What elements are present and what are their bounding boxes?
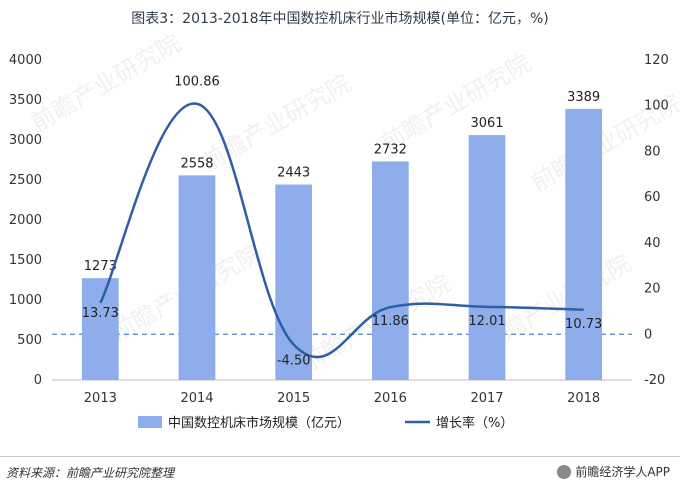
left-tick-label: 4000 <box>9 53 42 68</box>
line-value-label: -4.50 <box>277 354 311 369</box>
x-tick-label: 2013 <box>84 391 117 406</box>
right-tick-label: 100 <box>644 99 669 114</box>
x-tick-label: 2014 <box>180 391 213 406</box>
right-tick-label: 20 <box>644 282 661 297</box>
left-tick-label: 1500 <box>9 253 42 268</box>
bar <box>371 161 409 380</box>
chart: 前瞻产业研究院前瞻产业研究院前瞻产业研究院前瞻产业研究院前瞻产业研究院前瞻产业研… <box>9 29 680 431</box>
chart-title: 图表3：2013-2018年中国数控机床行业市场规模(单位：亿元，%) <box>131 11 549 27</box>
brand-logo-icon <box>557 464 572 479</box>
legend-swatch-bar <box>138 416 162 428</box>
line-labels: 13.73 100.86 -4.50 11.86 12.01 10.73 <box>82 75 603 369</box>
right-tick-label: 120 <box>644 53 669 68</box>
bars <box>81 108 603 380</box>
left-axis-ticks: 0 500 1000 1500 2000 2500 3000 3500 4000 <box>9 53 42 388</box>
x-tick-label: 2015 <box>277 391 310 406</box>
bar <box>275 184 313 380</box>
bar-value-label: 3061 <box>470 116 503 131</box>
line-value-label: 10.73 <box>565 317 602 332</box>
bar <box>468 135 506 380</box>
bar-value-label: 1273 <box>84 259 117 274</box>
line-value-label: 100.86 <box>174 75 220 90</box>
x-axis-ticks: 2013 2014 2015 2016 2017 2018 <box>84 391 600 406</box>
bar <box>81 278 119 380</box>
watermark-text: 前瞻产业研究院 <box>26 29 185 137</box>
left-tick-label: 500 <box>17 333 42 348</box>
right-tick-label: 60 <box>644 190 661 205</box>
watermark-text: 前瞻产业研究院 <box>196 69 355 177</box>
brand-label: 前瞻经济学人APP <box>575 465 670 479</box>
line-value-label: 12.01 <box>468 314 505 329</box>
left-tick-label: 1000 <box>9 293 42 308</box>
bar-value-label: 3389 <box>567 90 600 105</box>
legend: 中国数控机床市场规模（亿元） 增长率（%） <box>138 415 513 431</box>
x-tick-label: 2017 <box>470 391 503 406</box>
right-tick-label: -20 <box>644 373 665 388</box>
x-tick-label: 2018 <box>567 391 600 406</box>
bar <box>178 175 216 380</box>
right-tick-label: 0 <box>644 327 652 342</box>
right-tick-label: 40 <box>644 236 661 251</box>
left-tick-label: 0 <box>34 373 42 388</box>
brand: 前瞻经济学人APP <box>557 463 670 480</box>
bar-value-label: 2443 <box>277 166 310 181</box>
line-value-label: 11.86 <box>372 314 409 329</box>
left-tick-label: 3000 <box>9 133 42 148</box>
legend-label-bar: 中国数控机床市场规模（亿元） <box>168 415 350 431</box>
left-tick-label: 3500 <box>9 93 42 108</box>
right-tick-label: 80 <box>644 144 661 159</box>
bar-value-label: 2732 <box>374 142 407 157</box>
line-value-label: 13.73 <box>82 306 119 321</box>
left-tick-label: 2000 <box>9 213 42 228</box>
legend-label-line: 增长率（%） <box>436 415 513 431</box>
left-tick-label: 2500 <box>9 173 42 188</box>
bar-value-label: 2558 <box>180 156 213 171</box>
source-note: 资料来源：前瞻产业研究院整理 <box>6 466 175 480</box>
bar-labels: 1273 2558 2443 2732 3061 3389 <box>84 90 600 274</box>
bar <box>565 108 603 380</box>
right-axis-ticks: -20 0 20 40 60 80 100 120 <box>644 53 669 388</box>
growth-rate-line <box>99 102 584 359</box>
footer: 资料来源：前瞻产业研究院整理 前瞻经济学人APP <box>0 456 680 490</box>
watermark-text: 前瞻产业研究院 <box>376 49 535 157</box>
x-tick-label: 2016 <box>374 391 407 406</box>
